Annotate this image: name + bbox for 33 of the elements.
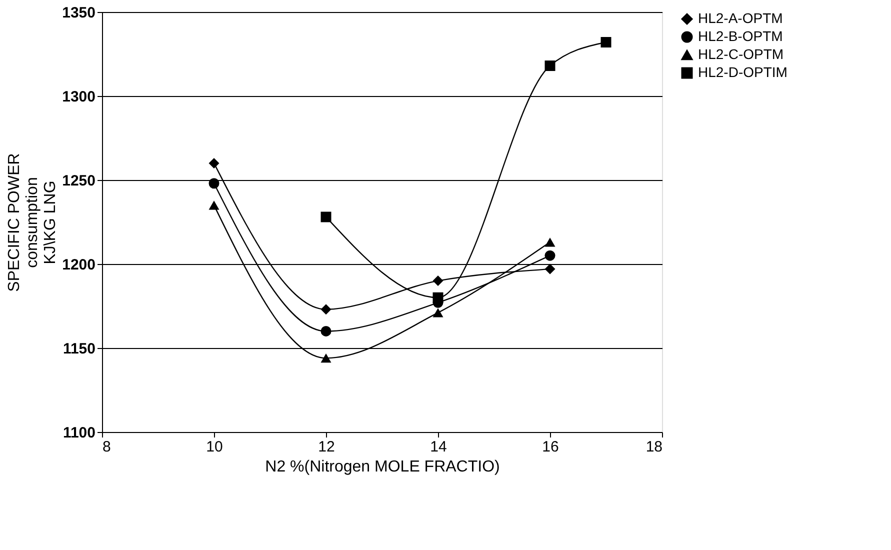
point bbox=[208, 158, 220, 168]
point bbox=[544, 238, 556, 247]
point bbox=[432, 276, 444, 286]
point bbox=[208, 200, 220, 210]
point bbox=[544, 264, 556, 274]
y-tick-label: 1150 bbox=[62, 340, 96, 358]
point bbox=[320, 212, 332, 222]
legend-label: HL2-A-OPTM bbox=[698, 10, 783, 26]
x-tick-label: 10 bbox=[206, 438, 223, 456]
y-tick-label: 1200 bbox=[62, 256, 96, 274]
legend-label: HL2-C-OPTM bbox=[698, 46, 784, 62]
x-tick-label: 12 bbox=[318, 438, 335, 456]
point bbox=[320, 304, 332, 315]
point bbox=[544, 250, 556, 261]
point bbox=[544, 60, 556, 72]
x-axis-title: N2 %(Nitrogen MOLE FRACTIO) bbox=[265, 458, 500, 476]
x-tick-label: 8 bbox=[102, 438, 111, 456]
y-tick-label: 1350 bbox=[62, 4, 96, 22]
x-tick-label: 16 bbox=[542, 438, 559, 456]
legend-label: HL2-B-OPTM bbox=[698, 28, 783, 44]
point bbox=[600, 36, 612, 48]
point bbox=[320, 326, 332, 336]
point bbox=[432, 292, 444, 303]
y-tick-label: 1300 bbox=[62, 88, 96, 106]
x-tick-label: 18 bbox=[646, 438, 662, 456]
y-tick-label: 1100 bbox=[62, 424, 96, 442]
point bbox=[320, 354, 332, 363]
y-axis-title: SPECIFIC POWER consumption KJ\KG LNG bbox=[6, 153, 60, 292]
x-tick-label: 14 bbox=[430, 438, 447, 456]
point bbox=[208, 178, 220, 189]
legend-label: HL2-D-OPTIM bbox=[698, 64, 788, 80]
y-tick-label: 1250 bbox=[62, 172, 96, 190]
point bbox=[432, 308, 444, 318]
